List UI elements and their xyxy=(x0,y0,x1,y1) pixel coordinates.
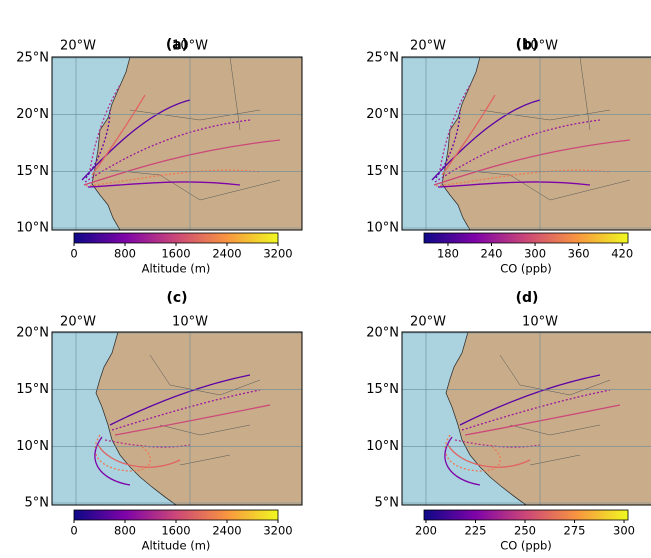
trajectory xyxy=(435,109,461,179)
lat-label: 10°N xyxy=(16,221,49,236)
trajectory xyxy=(464,404,621,436)
trajectory xyxy=(435,169,611,187)
colorbar-tick-label: 1600 xyxy=(161,524,190,538)
trajectory xyxy=(431,99,541,181)
colorbar-tick-label: 2400 xyxy=(212,524,241,538)
lat-label: 5°N xyxy=(375,496,400,511)
colorbar-tick-label: 200 xyxy=(415,524,437,538)
colorbar xyxy=(423,509,629,521)
trajectory xyxy=(94,436,131,486)
panel: (a) 25°N 20°N 15°N 10°N 20°W 10°W 0 800 1600 2400 3… xyxy=(16,37,303,276)
lat-label: 15°N xyxy=(16,382,49,397)
colorbar-tick-label: 240 xyxy=(481,247,503,261)
panel: (b) 25°N 20°N 15°N 10°N 20°W 10°W 180 240 300 360 4… xyxy=(366,37,651,276)
map xyxy=(402,57,651,230)
lat-label: 20°N xyxy=(366,326,399,341)
colorbar-tick-label: 0 xyxy=(70,247,77,261)
trajectory xyxy=(97,444,181,468)
lat-label: 15°N xyxy=(366,382,399,397)
trajectory xyxy=(85,109,111,179)
map-frame xyxy=(51,56,303,231)
lat-label: 25°N xyxy=(16,51,49,66)
panel: (d) 20°N 15°N 10°N 5°N 20°W 10°W 200 225 250 275 30… xyxy=(366,290,651,553)
trajectory xyxy=(81,99,191,181)
colorbar-tick-label: 3200 xyxy=(263,524,292,538)
borders xyxy=(459,57,631,201)
trajectory xyxy=(94,434,152,472)
panel-title: (d) xyxy=(516,290,539,306)
lat-label: 5°N xyxy=(25,496,50,511)
colorbar-tick-label: 300 xyxy=(613,524,635,538)
colorbar xyxy=(423,232,629,244)
trajectory xyxy=(439,84,471,171)
lon-label: 10°W xyxy=(172,39,208,54)
map-frame xyxy=(401,331,651,506)
colorbar-tick-label: 1600 xyxy=(161,247,190,261)
map xyxy=(402,332,651,505)
lon-label: 10°W xyxy=(522,39,558,54)
lat-label: 15°N xyxy=(16,164,49,179)
colorbar-tick-label: 800 xyxy=(114,247,136,261)
panel-title: (b) xyxy=(516,37,539,53)
land xyxy=(441,57,651,230)
trajectory xyxy=(109,374,251,426)
lat-label: 10°N xyxy=(366,439,399,454)
colorbar-label: Altitude (m) xyxy=(142,539,211,553)
lat-label: 10°N xyxy=(366,221,399,236)
trajectory xyxy=(444,434,502,472)
colorbar-tick-label: 360 xyxy=(568,247,590,261)
colorbar-label: Altitude (m) xyxy=(142,262,211,276)
map-frame xyxy=(401,56,651,231)
lon-label: 10°W xyxy=(522,315,558,330)
trajectory xyxy=(87,181,241,188)
trajectory xyxy=(437,181,591,188)
colorbar-tick-label: 0 xyxy=(70,524,77,538)
lon-label: 20°W xyxy=(60,39,96,54)
colorbar-tick-label: 275 xyxy=(564,524,586,538)
trajectory xyxy=(89,84,121,171)
colorbar-tick-label: 2400 xyxy=(212,247,241,261)
colorbar-tick-label: 300 xyxy=(524,247,546,261)
colorbar-tick-label: 3200 xyxy=(263,247,292,261)
colorbar-tick-label: 420 xyxy=(611,247,633,261)
colorbar-label: CO (ppb) xyxy=(500,539,552,553)
lat-label: 20°N xyxy=(366,107,399,122)
colorbar-tick-label: 225 xyxy=(465,524,487,538)
trajectory xyxy=(459,374,601,426)
colorbar-tick-label: 250 xyxy=(514,524,536,538)
trajectory xyxy=(447,444,531,468)
trajectory xyxy=(83,139,281,186)
colorbar-tick-label: 800 xyxy=(114,524,136,538)
map-frame xyxy=(51,331,303,506)
map xyxy=(52,332,302,505)
lat-label: 20°N xyxy=(16,107,49,122)
colorbar xyxy=(73,509,279,521)
trajectory xyxy=(91,94,146,176)
land xyxy=(91,57,302,230)
trajectory xyxy=(444,436,481,486)
lon-label: 20°W xyxy=(410,315,446,330)
colorbar-tick-label: 180 xyxy=(437,247,459,261)
colorbar-label: CO (ppb) xyxy=(500,262,552,276)
lon-label: 20°W xyxy=(410,39,446,54)
map xyxy=(52,57,302,230)
lat-label: 25°N xyxy=(366,51,399,66)
trajectory xyxy=(433,139,631,186)
trajectory xyxy=(441,94,496,176)
colorbar xyxy=(73,232,279,244)
lon-label: 10°W xyxy=(172,315,208,330)
panel-title: (c) xyxy=(166,290,187,306)
lat-label: 20°N xyxy=(16,326,49,341)
trajectory xyxy=(461,389,611,431)
panel: (c) 20°N 15°N 10°N 5°N 20°W 10°W 0 800 1600 2400 32… xyxy=(16,290,303,553)
borders xyxy=(109,57,281,201)
trajectory xyxy=(114,404,271,436)
lat-label: 15°N xyxy=(366,164,399,179)
trajectory xyxy=(85,169,261,187)
trajectory xyxy=(111,389,261,431)
lon-label: 20°W xyxy=(60,315,96,330)
panel-title: (a) xyxy=(166,37,188,53)
lat-label: 10°N xyxy=(16,439,49,454)
